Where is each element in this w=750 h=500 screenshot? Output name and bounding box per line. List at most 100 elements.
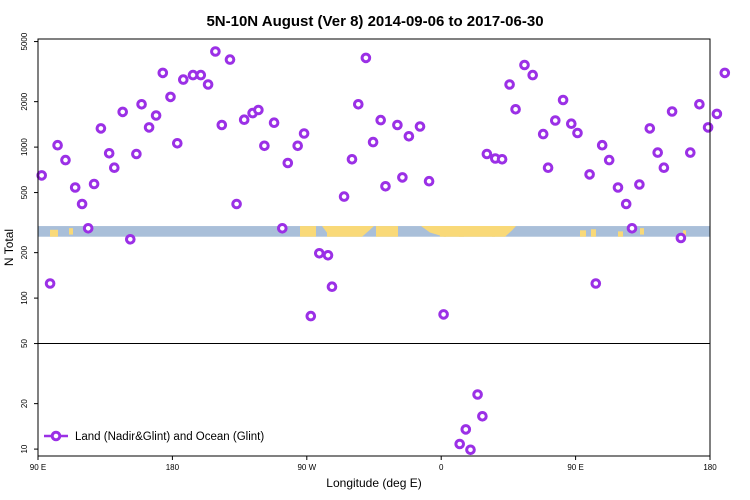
- data-point: [626, 223, 638, 234]
- land-patch: [683, 230, 686, 237]
- y-axis: 10 20 50 100 200 500 1000 2000 5000: [20, 32, 38, 454]
- data-point: [527, 69, 539, 81]
- data-point: [298, 128, 310, 139]
- data-point: [367, 136, 379, 148]
- plot-frame: [37, 38, 711, 457]
- data-point: [596, 139, 608, 151]
- data-point: [305, 310, 317, 322]
- data-point: [277, 223, 288, 234]
- data-point: [675, 232, 687, 244]
- land-patch: [300, 226, 316, 237]
- x-tick-label: 180: [703, 463, 717, 472]
- y-tick-label: 2000: [20, 92, 29, 110]
- data-point: [542, 162, 554, 173]
- land-patch: [591, 229, 596, 237]
- data-point: [178, 74, 189, 85]
- data-point: [143, 122, 155, 133]
- ocean-band: [38, 226, 710, 237]
- data-point: [438, 309, 449, 320]
- data-point: [634, 179, 645, 190]
- data-point: [326, 281, 338, 293]
- y-tick-label: 50: [20, 339, 29, 348]
- data-point: [60, 154, 71, 166]
- data-point: [360, 52, 372, 64]
- x-tick-label: 180: [166, 463, 180, 472]
- land-patch: [50, 229, 58, 237]
- data-point: [620, 198, 632, 210]
- data-point: [82, 223, 94, 234]
- data-point: [346, 154, 358, 165]
- data-point: [481, 148, 493, 160]
- data-point: [195, 69, 207, 81]
- data-point: [117, 106, 128, 118]
- data-point: [131, 148, 142, 160]
- land-ocean-band: [38, 226, 710, 237]
- data-point: [353, 99, 364, 110]
- data-point: [314, 248, 325, 259]
- data-point: [454, 438, 466, 450]
- data-point: [231, 198, 242, 210]
- data-point: [52, 139, 63, 151]
- x-axis-label: Longitude (deg E): [326, 476, 421, 490]
- x-tick-label: 90 E: [30, 463, 46, 472]
- data-point: [537, 128, 549, 140]
- data-point: [259, 140, 270, 152]
- data-point: [612, 182, 624, 193]
- data-point: [557, 94, 569, 106]
- data-point: [238, 114, 250, 125]
- data-point: [216, 119, 228, 131]
- y-tick-label: 10: [20, 444, 29, 453]
- data-point: [88, 178, 100, 190]
- plot-area: [38, 39, 710, 456]
- y-tick-label: 200: [20, 245, 29, 259]
- land-patch: [580, 230, 586, 237]
- data-point: [460, 424, 472, 435]
- data-point: [253, 104, 264, 116]
- points-layer: [36, 46, 731, 456]
- data-point: [477, 411, 488, 422]
- data-point: [392, 119, 403, 131]
- land-patch: [69, 228, 73, 235]
- y-tick-label: 100: [20, 291, 29, 305]
- data-point: [603, 154, 615, 166]
- y-axis-label: N Total: [2, 229, 16, 266]
- data-point: [103, 148, 115, 159]
- data-point: [403, 131, 415, 142]
- data-point: [572, 127, 583, 139]
- data-point: [519, 59, 530, 71]
- legend: Land (Nadir&Glint) and Ocean (Glint): [44, 430, 264, 443]
- data-point: [414, 121, 426, 132]
- data-point: [584, 169, 595, 180]
- land-patch: [322, 226, 374, 237]
- data-point: [658, 162, 670, 173]
- data-point: [322, 250, 334, 261]
- data-point: [694, 99, 705, 110]
- data-point: [202, 79, 214, 90]
- legend-entry: Land (Nadir&Glint) and Ocean (Glint): [75, 431, 264, 443]
- data-point: [423, 175, 435, 187]
- data-point: [702, 122, 714, 133]
- data-point: [510, 104, 521, 115]
- data-point: [375, 114, 387, 126]
- data-point: [210, 46, 221, 57]
- data-point: [711, 108, 723, 120]
- data-point: [496, 154, 508, 165]
- legend-marker: [50, 430, 62, 442]
- data-point: [36, 170, 48, 181]
- data-point: [150, 110, 162, 121]
- data-point: [719, 67, 731, 79]
- data-point: [109, 162, 120, 173]
- y-tick-label: 500: [20, 185, 29, 199]
- data-point: [76, 198, 88, 210]
- data-point: [566, 118, 577, 129]
- data-point: [292, 140, 304, 152]
- x-axis: 90 E 180 90 W 0 90 E 180: [30, 456, 717, 472]
- data-point: [268, 117, 280, 128]
- y-tick-label: 20: [20, 399, 29, 408]
- data-point: [666, 106, 678, 117]
- data-point: [465, 444, 476, 456]
- land-patch: [640, 228, 644, 235]
- data-point: [157, 67, 169, 79]
- data-point: [69, 182, 81, 193]
